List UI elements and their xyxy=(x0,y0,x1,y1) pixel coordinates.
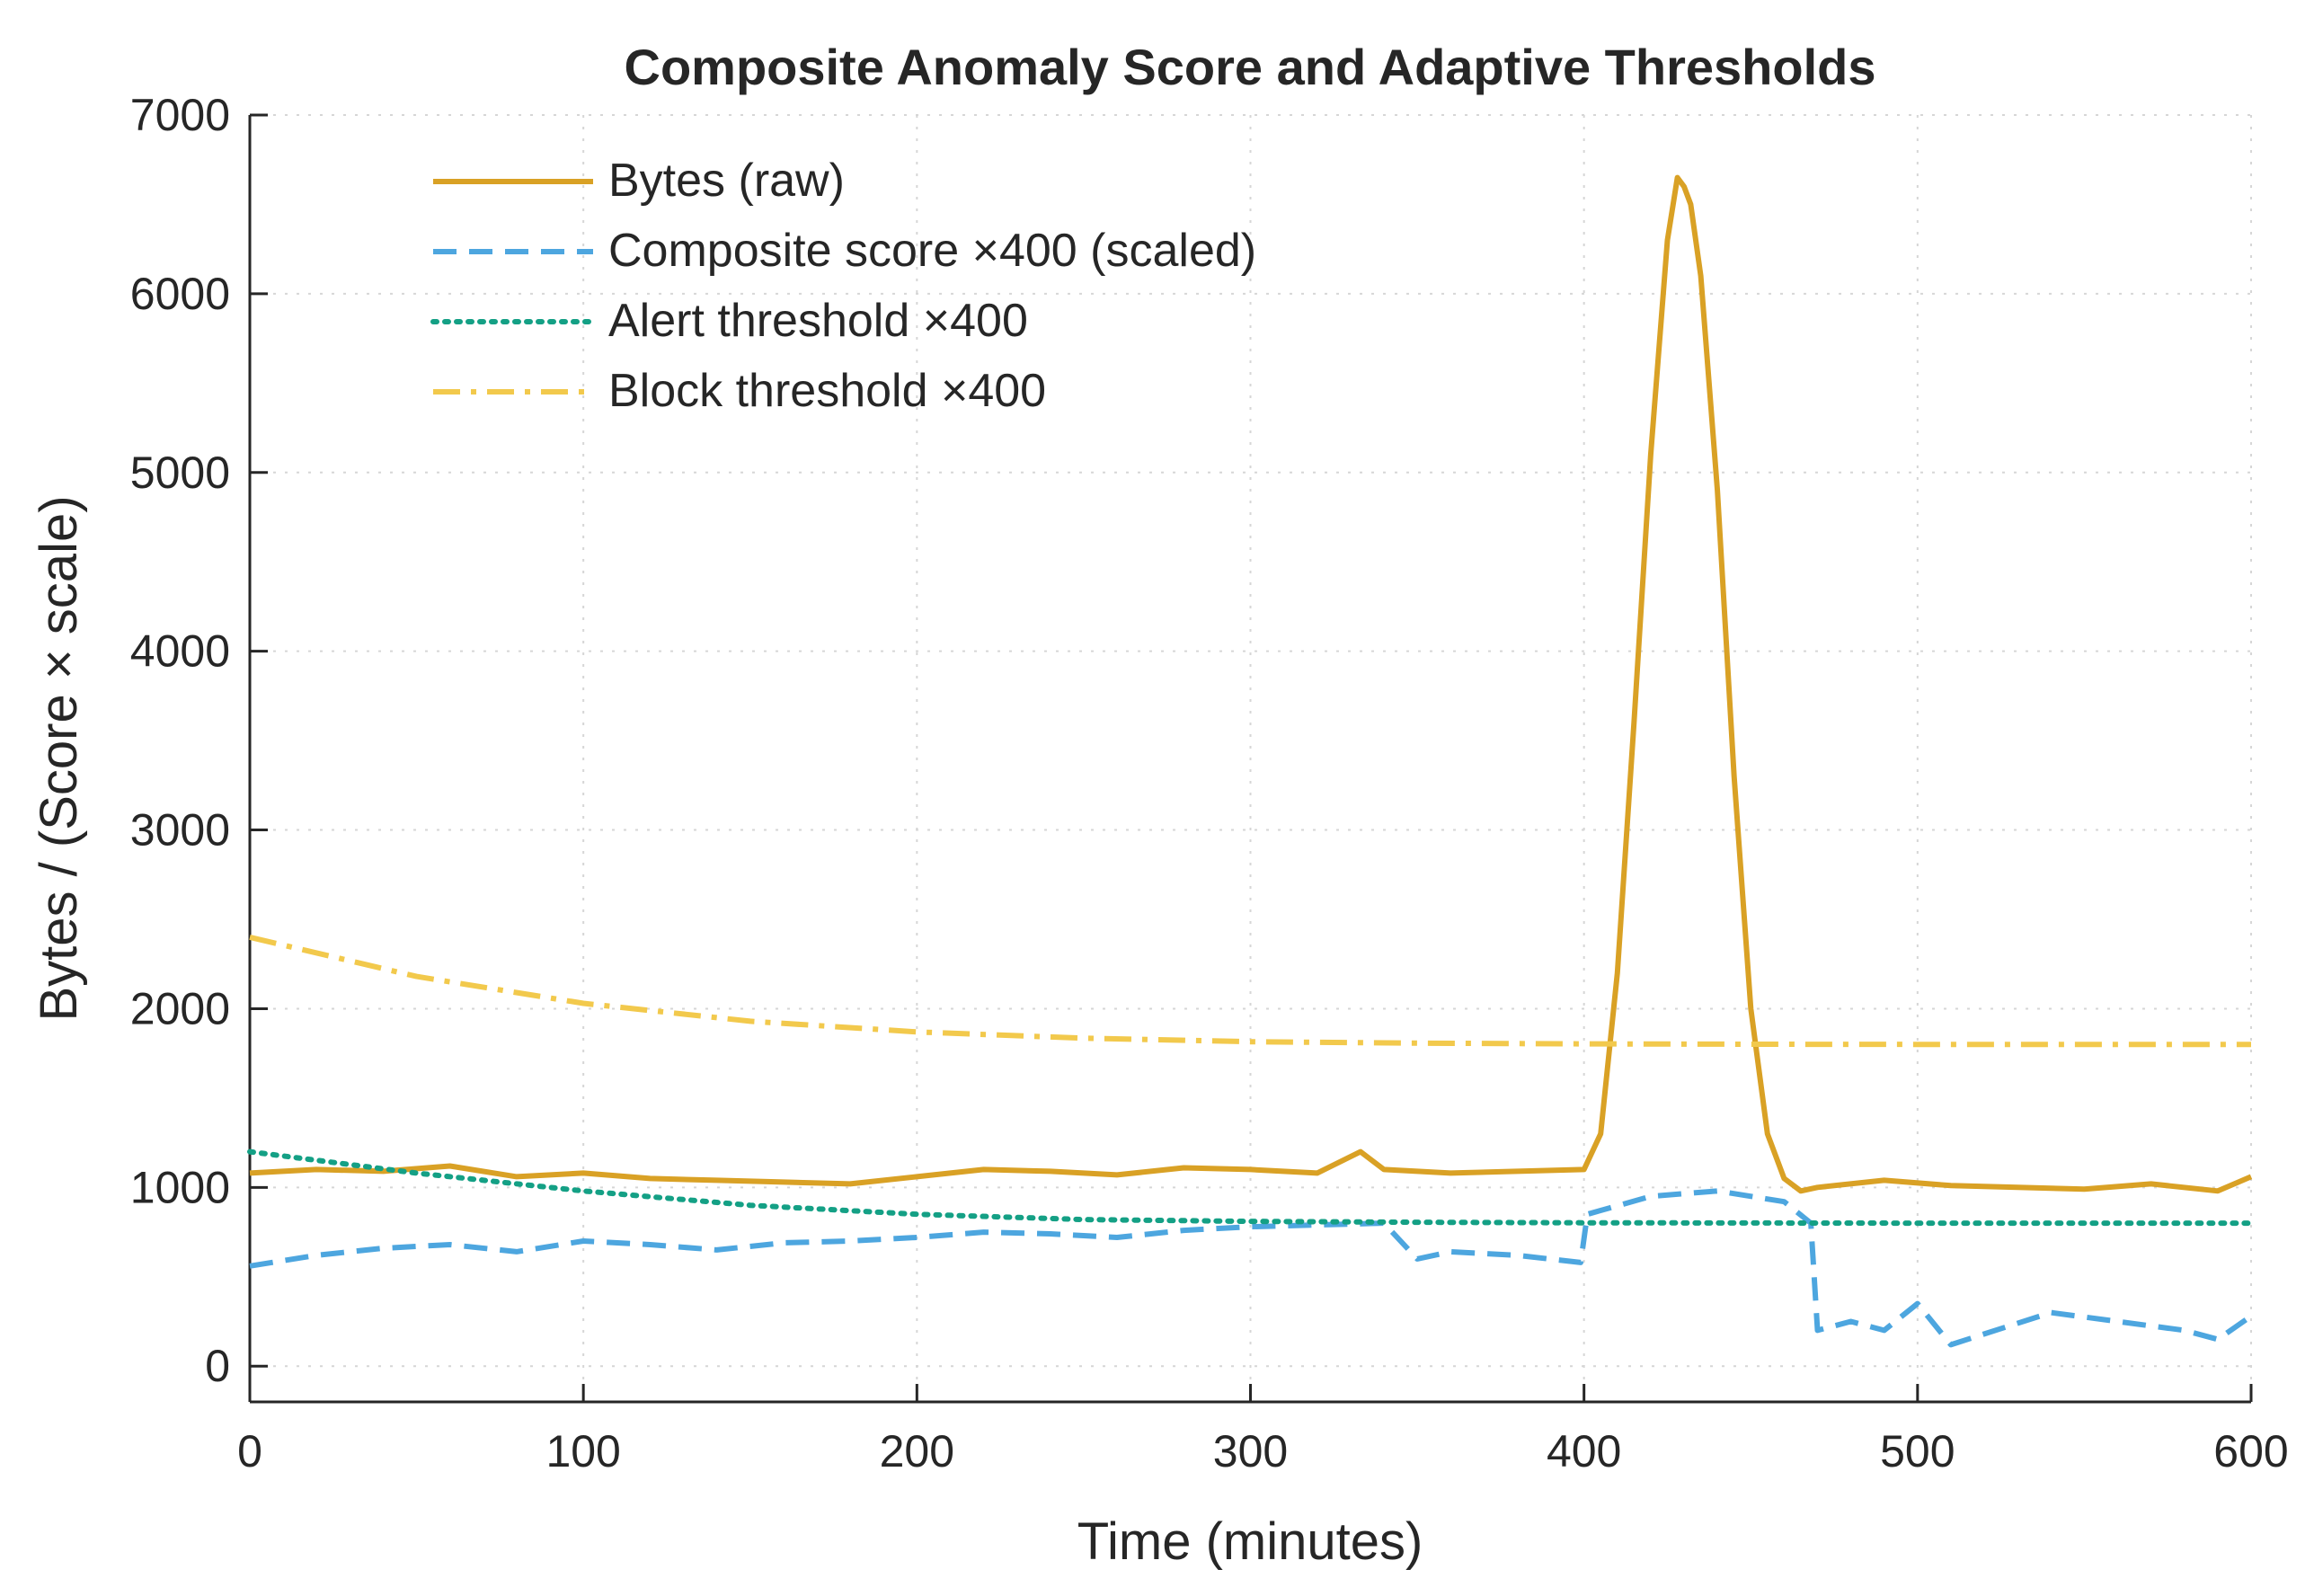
x-tick-label: 500 xyxy=(1880,1426,1955,1476)
y-axis-label: Bytes / (Score × scale) xyxy=(30,495,88,1021)
x-axis-label: Time (minutes) xyxy=(1077,1512,1423,1571)
legend-label-1: Bytes (raw) xyxy=(608,155,845,207)
x-tick-label: 400 xyxy=(1547,1426,1621,1476)
x-tick-label: 100 xyxy=(545,1426,620,1476)
y-tick-label: 1000 xyxy=(130,1162,230,1212)
y-tick-label: 6000 xyxy=(130,269,230,319)
series-line-3 xyxy=(247,1148,2254,1227)
x-tick-label: 0 xyxy=(237,1426,262,1476)
y-tick-label: 7000 xyxy=(130,90,230,140)
series-line-2 xyxy=(249,1188,2253,1348)
x-tick-label: 200 xyxy=(880,1426,954,1476)
x-tick-label: 300 xyxy=(1213,1426,1288,1476)
y-tick-label: 3000 xyxy=(130,805,230,856)
legend: Bytes (raw) Composite score ×400 (scaled)… xyxy=(430,155,1256,417)
y-tick-label: 2000 xyxy=(130,983,230,1033)
series-line-4 xyxy=(249,934,2251,1048)
y-tick-label: 0 xyxy=(205,1341,230,1391)
legend-label-3: Alert threshold ×400 xyxy=(608,295,1028,347)
legend-label-4: Block threshold ×400 xyxy=(608,365,1046,417)
x-tick-label: 600 xyxy=(2213,1426,2288,1476)
chart-title: Composite Anomaly Score and Adaptive Thr… xyxy=(625,39,1876,95)
y-tick-label: 4000 xyxy=(130,626,230,677)
axis-ticks: 0 100 200 300 400 500 600010002000300040005000… xyxy=(130,90,2289,1476)
legend-label-2: Composite score ×400 (scaled) xyxy=(608,225,1256,277)
y-tick-label: 5000 xyxy=(130,448,230,498)
series-lines xyxy=(247,174,2254,1348)
series-line-1 xyxy=(249,174,2253,1194)
grid-lines xyxy=(250,114,2252,1402)
